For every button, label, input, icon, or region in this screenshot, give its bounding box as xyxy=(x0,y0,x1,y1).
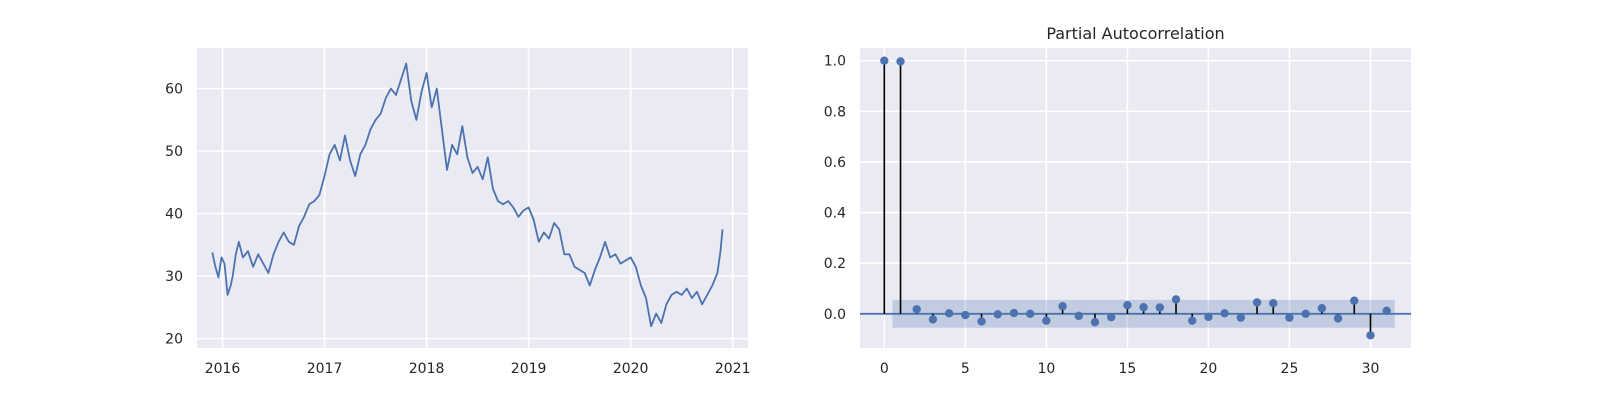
price-line-chart: 2016 2017 2018 2019 2020 2021 20 30 40 50 60 xyxy=(165,48,751,377)
pacf-y-axis: 0.0 0.2 0.4 0.6 0.8 1.0 xyxy=(824,54,846,323)
pacf-x-tick-label: 0 xyxy=(880,361,889,377)
price-x-tick-label: 2020 xyxy=(613,361,649,377)
series-line-price xyxy=(211,62,724,328)
pacf-marker xyxy=(1074,311,1083,321)
pacf-chart: 0 5 10 15 20 25 30 0.0 0.2 0.4 0.6 0.8 1.0 Partial … xyxy=(824,24,1411,377)
price-y-tick-label: 40 xyxy=(165,207,183,223)
pacf-marker xyxy=(928,315,938,324)
price-x-tick-label: 2021 xyxy=(715,361,751,377)
price-x-tick-label: 2017 xyxy=(307,361,343,377)
pacf-y-tick-label: 1.0 xyxy=(824,54,846,70)
price-plot-background xyxy=(197,48,748,348)
pacf-y-tick-label: 0.0 xyxy=(824,307,846,323)
pacf-x-tick-label: 10 xyxy=(1037,361,1055,377)
price-x-axis: 2016 2017 2018 2019 2020 2021 xyxy=(205,361,751,377)
price-y-tick-label: 20 xyxy=(165,332,183,348)
pacf-marker xyxy=(1252,298,1262,307)
pacf-y-tick-label: 0.6 xyxy=(824,155,846,171)
pacf-marker xyxy=(1317,304,1327,313)
pacf-marker xyxy=(912,305,921,314)
pacf-marker xyxy=(1042,316,1051,325)
pacf-marker xyxy=(1350,296,1359,305)
pacf-marker xyxy=(1155,303,1165,312)
pacf-marker xyxy=(1285,313,1294,322)
pacf-marker xyxy=(1025,309,1035,319)
pacf-x-tick-label: 30 xyxy=(1362,361,1380,377)
pacf-marker xyxy=(1188,316,1197,325)
pacf-plot-background xyxy=(860,48,1411,348)
pacf-marker xyxy=(1009,308,1019,318)
price-x-tick-label: 2019 xyxy=(511,361,547,377)
pacf-x-tick-label: 25 xyxy=(1281,361,1299,377)
pacf-marker xyxy=(1058,302,1067,311)
pacf-marker xyxy=(977,317,986,326)
pacf-x-tick-label: 15 xyxy=(1118,361,1136,377)
pacf-chart-title: Partial Autocorrelation xyxy=(1046,24,1224,43)
pacf-marker xyxy=(1171,295,1181,304)
pacf-marker xyxy=(1366,331,1375,340)
pacf-marker xyxy=(880,56,889,65)
pacf-x-tick-label: 20 xyxy=(1200,361,1218,377)
pacf-marker xyxy=(1090,317,1100,327)
price-y-tick-label: 30 xyxy=(165,269,183,285)
pacf-marker xyxy=(1106,312,1116,322)
price-y-tick-label: 50 xyxy=(165,144,183,160)
pacf-x-tick-label: 5 xyxy=(961,361,970,377)
pacf-marker xyxy=(1333,314,1343,323)
pacf-marker xyxy=(1236,313,1246,322)
price-y-tick-label: 60 xyxy=(165,82,183,98)
pacf-marker xyxy=(1139,303,1148,312)
pacf-marker xyxy=(1220,309,1229,318)
pacf-marker xyxy=(1382,306,1391,315)
pacf-marker xyxy=(993,310,1002,319)
pacf-marker xyxy=(1123,301,1132,310)
price-x-tick-label: 2016 xyxy=(205,361,241,377)
pacf-marker xyxy=(1301,309,1310,319)
pacf-series xyxy=(860,56,1411,340)
pacf-y-tick-label: 0.2 xyxy=(824,256,846,272)
price-y-axis: 20 30 40 50 60 xyxy=(165,82,183,348)
pacf-y-tick-label: 0.4 xyxy=(824,206,846,222)
pacf-x-axis: 0 5 10 15 20 25 30 xyxy=(880,361,1380,377)
price-series xyxy=(211,62,724,328)
pacf-marker xyxy=(1204,312,1213,322)
pacf-y-tick-label: 0.8 xyxy=(824,104,846,120)
pacf-marker xyxy=(896,57,905,66)
pacf-marker xyxy=(961,310,970,320)
pacf-marker xyxy=(1269,298,1278,308)
price-grid xyxy=(197,48,748,348)
price-x-tick-label: 2018 xyxy=(409,361,445,377)
pacf-marker xyxy=(944,309,954,318)
